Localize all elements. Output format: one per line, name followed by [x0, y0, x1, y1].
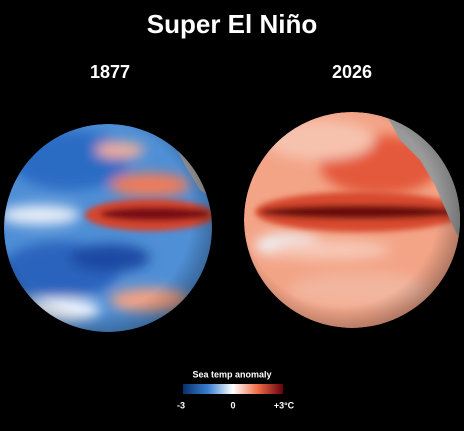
legend-label: 0 [230, 400, 235, 410]
globe-label: 1877 [90, 62, 130, 82]
legend-label: +3°C [274, 400, 295, 410]
legend-title: Sea temp anomaly [192, 369, 271, 379]
title: Super El Niño [147, 9, 317, 39]
globe-2026 [244, 112, 460, 328]
globe-label: 2026 [332, 62, 372, 82]
globe-1877 [4, 124, 212, 332]
legend-label: -3 [177, 400, 185, 410]
color-bar [183, 384, 283, 394]
